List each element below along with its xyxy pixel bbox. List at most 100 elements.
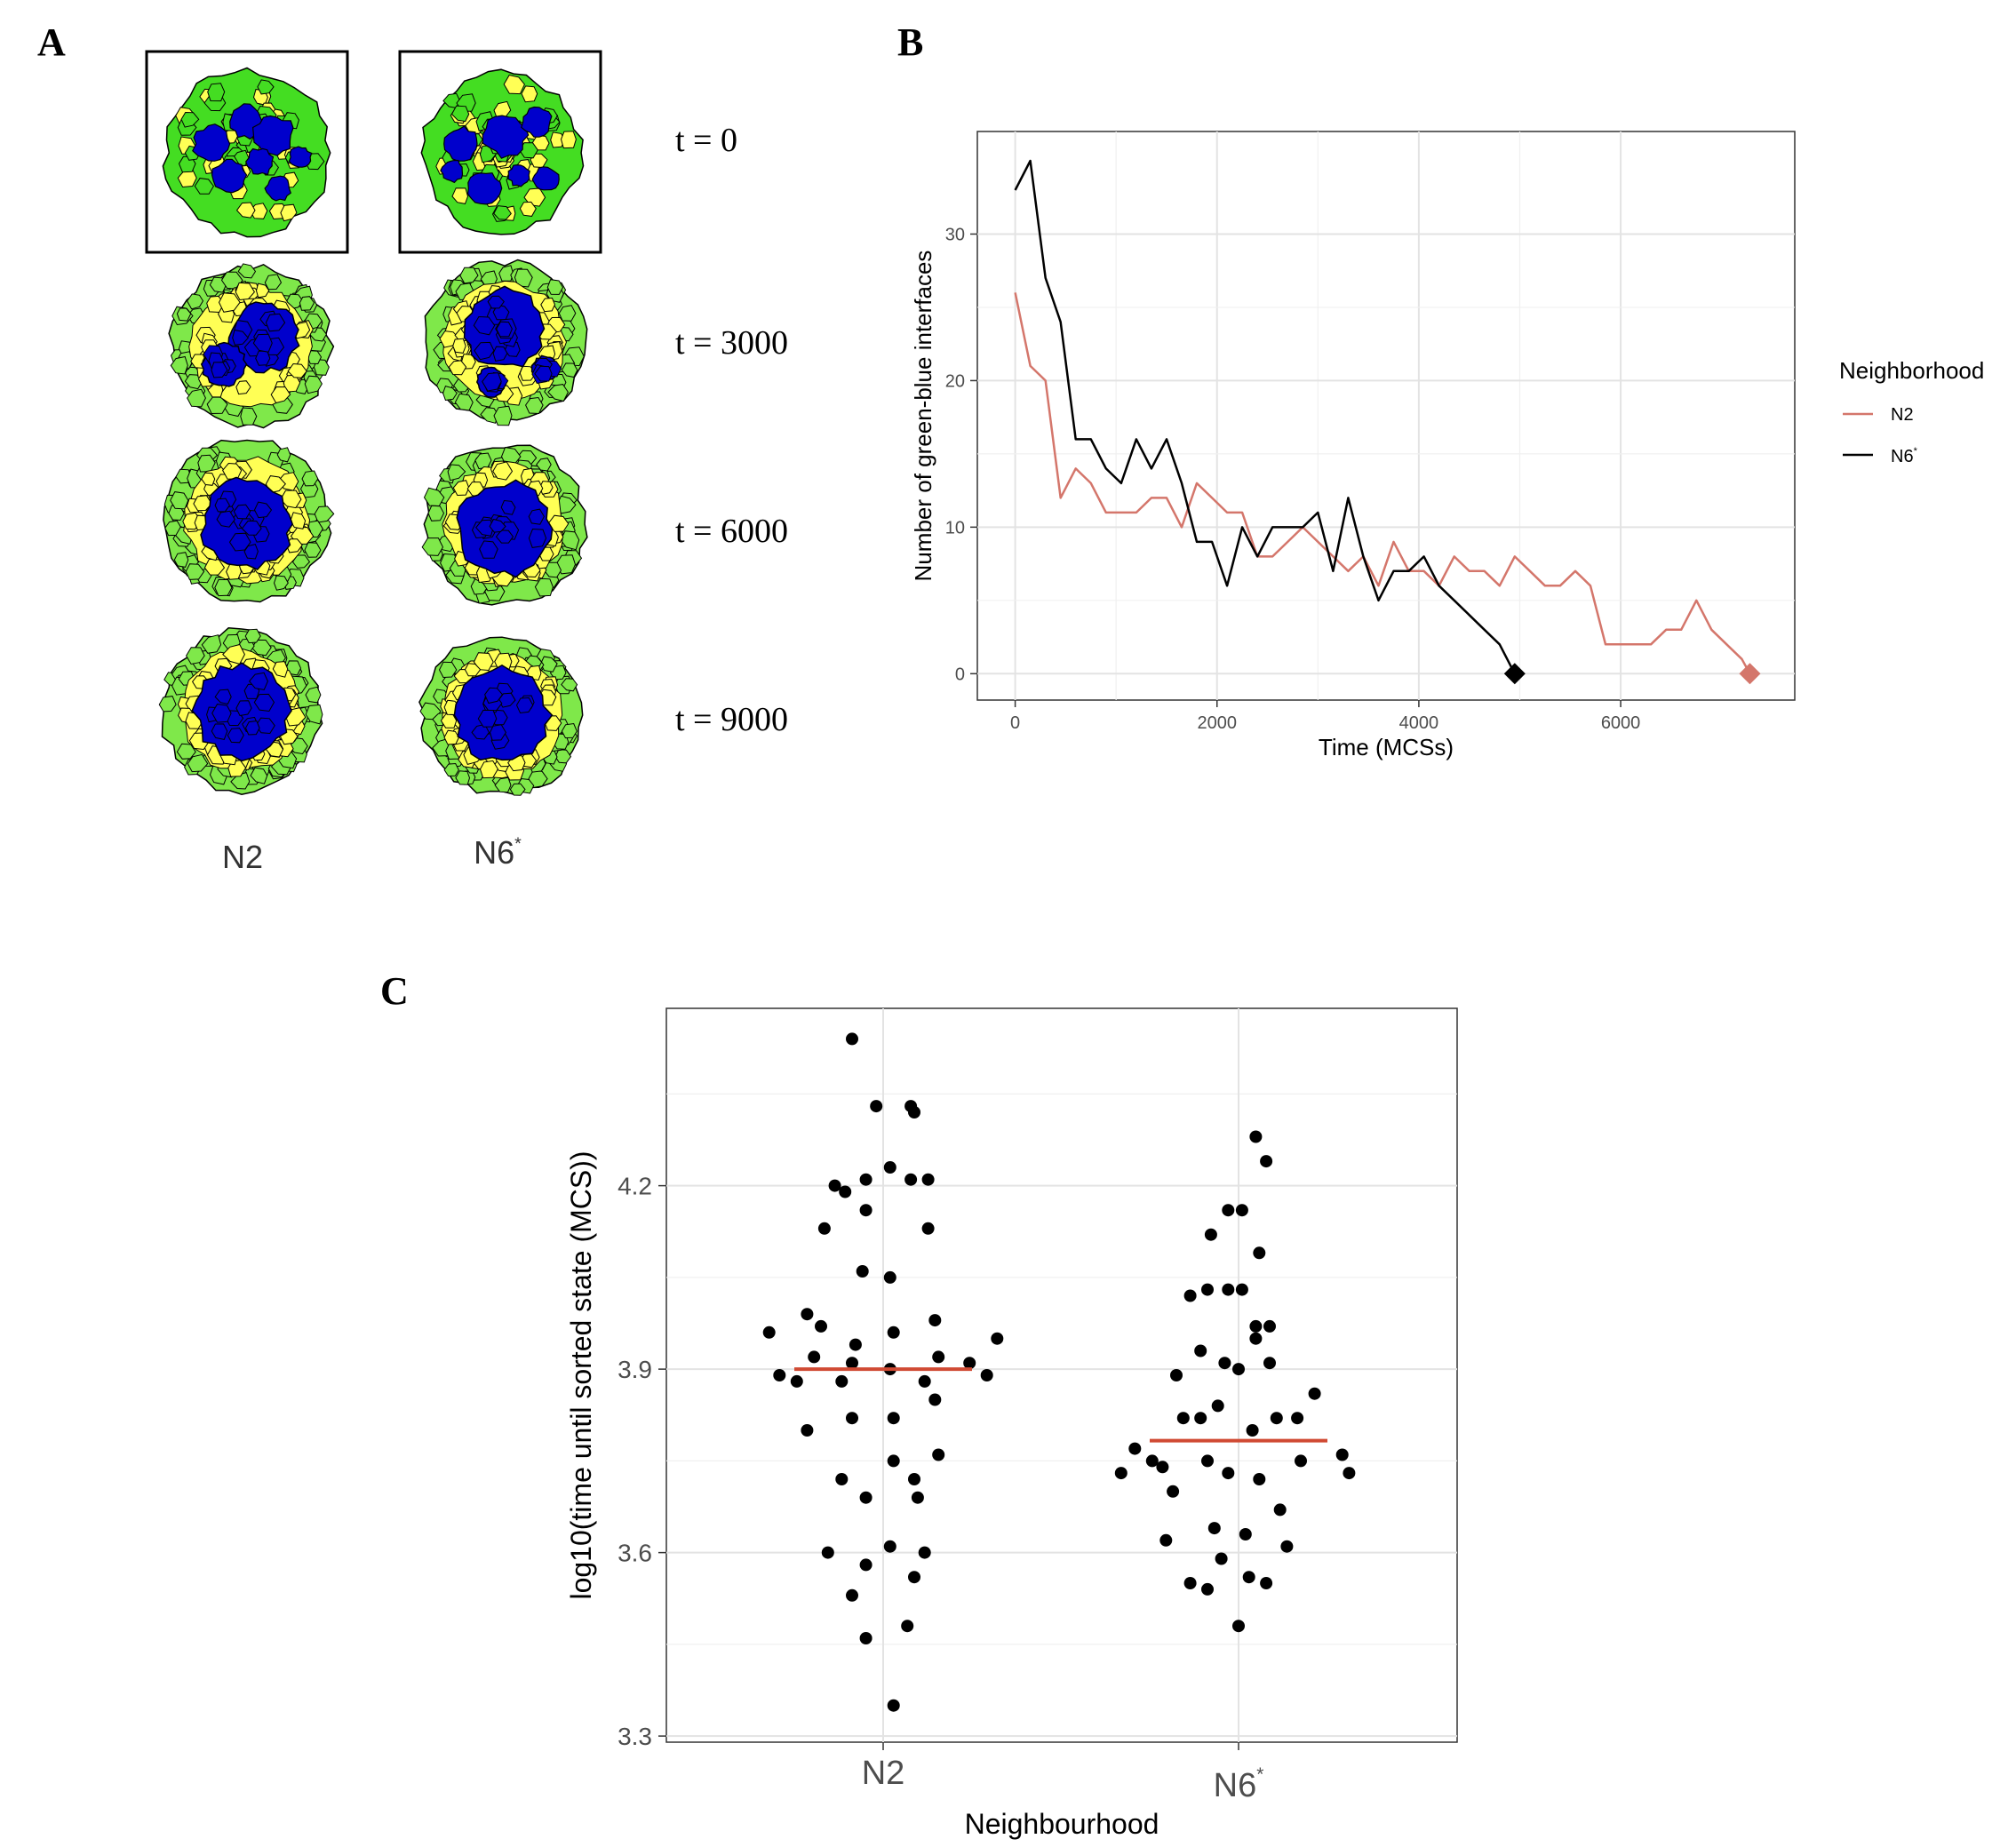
cell bbox=[540, 297, 556, 313]
cell bbox=[528, 769, 548, 789]
data-point-n6 bbox=[1201, 1454, 1214, 1468]
cell bbox=[299, 296, 315, 311]
aggregate-n2-t6000 bbox=[163, 439, 335, 603]
cell bbox=[509, 783, 526, 796]
data-point-n6 bbox=[1170, 1369, 1183, 1381]
data-point-n2 bbox=[932, 1350, 945, 1364]
data-point-n6 bbox=[1242, 1571, 1255, 1584]
cell bbox=[235, 282, 256, 301]
panel-label-b: B bbox=[897, 20, 923, 64]
data-point-n2 bbox=[883, 1270, 896, 1284]
time-label-3000: t = 3000 bbox=[675, 324, 788, 362]
cell bbox=[489, 518, 506, 533]
data-point-n2 bbox=[870, 1100, 883, 1113]
plot-c-points bbox=[762, 1032, 1356, 1712]
data-point-n2 bbox=[908, 1473, 920, 1485]
cell bbox=[180, 111, 200, 128]
cell bbox=[211, 723, 228, 740]
blue-cluster bbox=[443, 125, 478, 162]
data-point-n6 bbox=[1156, 1461, 1169, 1474]
cell bbox=[495, 529, 514, 544]
cell bbox=[427, 505, 445, 521]
plot-c-y-tick-label: 3.9 bbox=[618, 1356, 652, 1383]
legend-label-n6: N6* bbox=[1891, 446, 1918, 466]
cell bbox=[207, 83, 226, 102]
data-point-n2 bbox=[991, 1332, 1004, 1345]
data-point-n6 bbox=[1204, 1228, 1217, 1241]
cell bbox=[235, 380, 251, 395]
data-point-n2 bbox=[928, 1314, 942, 1327]
data-point-n2 bbox=[908, 1571, 920, 1584]
plot-b-ticks: 0 2000 4000 6000 0 10 20 30 bbox=[945, 225, 1641, 733]
data-point-n2 bbox=[887, 1454, 900, 1468]
cell bbox=[243, 544, 259, 560]
data-point-n2 bbox=[904, 1173, 918, 1186]
cell bbox=[287, 362, 307, 378]
data-point-n6 bbox=[1201, 1582, 1214, 1596]
end-marker-n2 bbox=[1739, 663, 1761, 685]
cell bbox=[452, 338, 466, 354]
cell bbox=[448, 360, 467, 376]
data-point-n2 bbox=[887, 1326, 900, 1339]
data-point-n2 bbox=[887, 1699, 900, 1712]
end-marker-n6 bbox=[1503, 663, 1526, 685]
data-point-n2 bbox=[883, 1540, 896, 1553]
cell bbox=[250, 767, 268, 784]
cell bbox=[305, 686, 322, 704]
cell bbox=[305, 704, 323, 725]
panel-a-simulation-snapshots: t = 0 t = 3000 t = 6000 t = 9000 N2 N6* bbox=[145, 50, 788, 875]
plot-c-panel bbox=[665, 1007, 1458, 1743]
blue-cluster bbox=[192, 123, 231, 162]
data-point-n6 bbox=[1235, 1283, 1248, 1296]
data-point-n2 bbox=[846, 1412, 858, 1425]
cell bbox=[214, 689, 232, 705]
cell bbox=[280, 203, 298, 222]
cell bbox=[421, 537, 444, 556]
plot-b-series bbox=[1014, 159, 1761, 685]
cell bbox=[473, 315, 496, 336]
data-point-n2 bbox=[911, 1491, 924, 1504]
plot-c-y-axis-title: log10(time until sorted state (MCS)) bbox=[565, 1150, 597, 1599]
data-point-n2 bbox=[859, 1173, 873, 1186]
data-point-n6 bbox=[1183, 1577, 1197, 1589]
data-point-n6 bbox=[1222, 1283, 1235, 1296]
data-point-n6 bbox=[1215, 1552, 1228, 1565]
aggregate-n6-t0 bbox=[420, 68, 585, 235]
cell bbox=[314, 506, 335, 523]
cell bbox=[534, 365, 553, 382]
cell bbox=[304, 542, 322, 558]
cell bbox=[187, 293, 204, 310]
cell bbox=[227, 728, 244, 744]
cell bbox=[244, 720, 260, 736]
cell bbox=[255, 350, 271, 366]
panel-b-interfaces-chart: 0 2000 4000 6000 0 10 20 30 Time (MCSs) Number … bbox=[910, 131, 1984, 760]
data-point-n6 bbox=[1114, 1467, 1128, 1480]
cell bbox=[235, 202, 256, 219]
data-point-n6 bbox=[1235, 1204, 1248, 1217]
data-point-n6 bbox=[1343, 1467, 1356, 1480]
data-point-n2 bbox=[918, 1374, 931, 1388]
cell bbox=[301, 470, 319, 487]
data-point-n2 bbox=[846, 1357, 858, 1370]
data-point-n2 bbox=[849, 1338, 862, 1351]
cell bbox=[253, 693, 275, 713]
plot-b-x-axis-title: Time (MCSs) bbox=[1319, 734, 1454, 760]
data-point-n6 bbox=[1260, 1155, 1273, 1168]
data-point-n2 bbox=[887, 1412, 900, 1425]
cell bbox=[241, 520, 262, 536]
cell bbox=[265, 313, 286, 332]
data-point-n2 bbox=[928, 1393, 942, 1406]
cell bbox=[534, 577, 554, 597]
data-point-n2 bbox=[856, 1265, 869, 1278]
data-point-n6 bbox=[1211, 1399, 1224, 1413]
data-point-n6 bbox=[1291, 1412, 1304, 1425]
cell bbox=[477, 709, 498, 728]
data-point-n6 bbox=[1253, 1473, 1266, 1485]
data-point-n6 bbox=[1207, 1522, 1221, 1535]
cell bbox=[170, 355, 188, 375]
aggregate-n6-t6000 bbox=[421, 444, 588, 606]
data-point-n6 bbox=[1218, 1357, 1231, 1370]
column-label-n6: N6* bbox=[474, 834, 522, 871]
data-point-n6 bbox=[1295, 1454, 1307, 1468]
